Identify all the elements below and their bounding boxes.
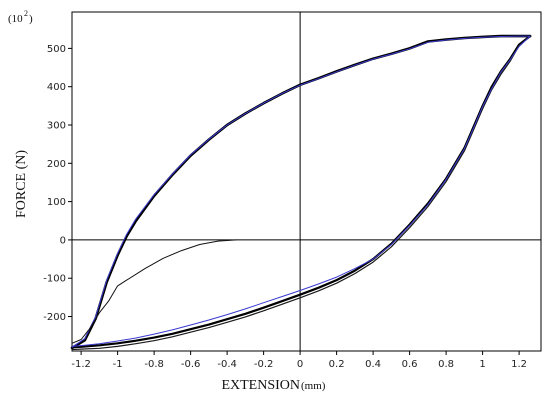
y-tick-label: 400: [47, 82, 66, 93]
x-axis-unit: (mm): [301, 380, 326, 392]
y-tick-label: 0: [60, 235, 66, 246]
y-multiplier-base: (10: [8, 13, 23, 25]
y-tick-label: 200: [47, 159, 66, 170]
x-tick-label: -0.4: [217, 359, 237, 370]
x-tick-label: 0.8: [438, 359, 454, 370]
x-tick-label: 0.6: [402, 359, 418, 370]
y-multiplier-close: ): [29, 13, 33, 25]
x-axis-title: EXTENSION: [221, 378, 300, 393]
y-axis-ticks: -200 -100 0 100 200 300 400 500: [43, 44, 72, 323]
x-tick-label: -0.6: [181, 359, 201, 370]
x-tick-label: -1.2: [71, 359, 91, 370]
series-line-3: [71, 35, 531, 351]
y-tick-label: 500: [47, 44, 66, 55]
x-tick-label: -0.2: [254, 359, 274, 370]
x-tick-label: 0.4: [365, 359, 381, 370]
y-tick-label: -200: [43, 312, 66, 323]
series-line-5: [71, 35, 531, 348]
series-line-2: [70, 35, 532, 349]
x-tick-label: 1.2: [511, 359, 527, 370]
x-tick-label: 1: [479, 359, 485, 370]
y-multiplier-exponent: 2: [24, 9, 28, 18]
series-line-1: [70, 34, 532, 350]
plot-frame: [71, 11, 542, 352]
plot-area: [70, 11, 542, 352]
y-tick-label: 100: [47, 197, 66, 208]
x-axis-ticks: -1.2 -1 -0.8 -0.6 -0.4 -0.2 0 0.2 0.4 0.6 0.8 1 1.2: [71, 351, 527, 370]
x-tick-label: -0.8: [144, 359, 164, 370]
x-tick-label: -1: [113, 359, 123, 370]
y-tick-label: -100: [43, 274, 66, 285]
x-tick-label: 0: [297, 359, 303, 370]
series-line-4: [71, 35, 531, 347]
y-axis-title: FORCE (N): [14, 150, 29, 218]
series-line-6: [71, 239, 237, 344]
y-tick-label: 300: [47, 121, 66, 132]
x-tick-label: 0.2: [329, 359, 345, 370]
